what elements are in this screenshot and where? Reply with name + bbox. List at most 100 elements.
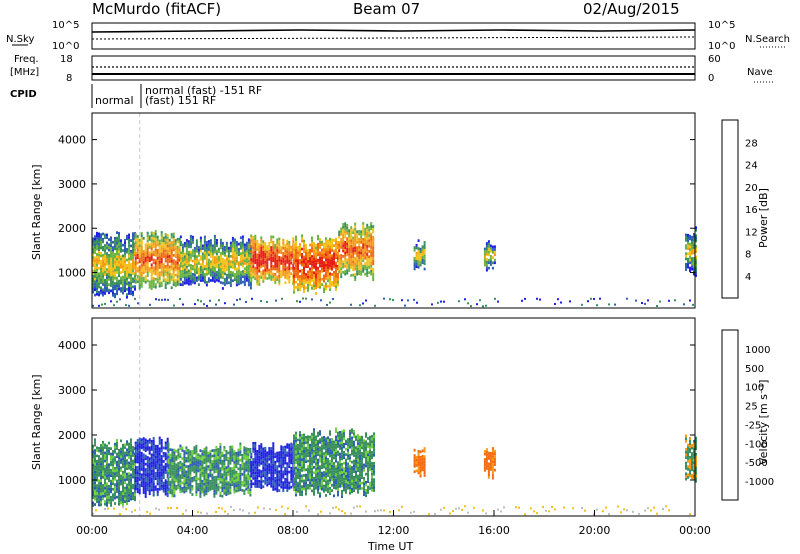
scatter-cell — [134, 457, 137, 461]
scatter-cell — [299, 447, 301, 450]
scatter-cell — [337, 254, 339, 257]
scatter-cell — [243, 467, 246, 471]
scatter-cell — [278, 489, 281, 492]
scatter-cell — [199, 273, 202, 277]
scatter-cell — [130, 265, 132, 269]
scatter-cell — [144, 462, 147, 466]
scatter-cell — [231, 255, 234, 259]
scatter-cell — [181, 251, 184, 255]
scatter-cell — [106, 468, 108, 472]
scatter-cell — [181, 254, 184, 257]
scatter-cell — [356, 235, 359, 239]
scatter-cell — [106, 260, 108, 263]
scatter-cell — [185, 459, 188, 463]
scatter-cell — [241, 264, 244, 268]
scatter-cell — [106, 241, 108, 245]
scatter-cell — [94, 443, 96, 447]
scatter-cell — [345, 461, 347, 464]
scatter-cell — [104, 502, 106, 506]
scatter-cell — [355, 484, 357, 487]
scatter-cell — [152, 266, 155, 270]
scatter-cell — [98, 447, 100, 450]
scatter-cell — [313, 263, 315, 266]
scatter-cell — [162, 265, 165, 269]
scatter-cell — [325, 282, 327, 286]
scatter-cell — [207, 489, 210, 493]
scatter-dot — [494, 297, 496, 300]
scatter-cell — [333, 257, 335, 261]
scatter-cell — [372, 267, 375, 271]
scatter-cell — [247, 472, 250, 475]
scatter-dot — [149, 303, 151, 306]
scatter-cell — [195, 257, 198, 261]
scatter-cell — [104, 252, 106, 255]
scatter-cell — [311, 476, 313, 479]
scatter-cell — [685, 257, 687, 261]
scatter-cell — [305, 487, 307, 490]
scatter-dot — [98, 304, 100, 307]
scatter-cell — [264, 476, 267, 480]
scatter-cell — [106, 498, 108, 502]
scatter-cell — [274, 251, 277, 255]
scatter-cell — [270, 259, 273, 263]
scatter-cell — [301, 485, 303, 488]
scatter-dot — [647, 299, 649, 302]
scatter-cell — [122, 481, 124, 485]
scatter-cell — [354, 222, 357, 226]
scatter-cell — [317, 483, 319, 486]
scatter-cell — [264, 479, 267, 482]
scatter-cell — [317, 250, 319, 254]
scatter-cell — [158, 263, 161, 267]
scatter-cell — [112, 240, 114, 244]
scatter-cell — [132, 497, 134, 501]
scatter-cell — [134, 235, 137, 239]
scatter-cell — [199, 268, 202, 272]
scatter-cell — [231, 483, 234, 486]
scatter-cell — [219, 244, 222, 247]
scatter-cell — [193, 281, 196, 285]
scatter-cell — [301, 458, 303, 461]
scatter-cell — [247, 251, 250, 255]
scatter-cell — [126, 478, 128, 481]
scatter-cell — [140, 253, 143, 256]
scatter-cell — [357, 482, 359, 486]
scatter-cell — [272, 447, 275, 451]
scatter-cell — [94, 272, 96, 276]
scatter-cell — [282, 481, 285, 484]
scatter-cell — [207, 264, 210, 267]
scatter-cell — [100, 465, 102, 469]
scatter-cell — [354, 259, 357, 263]
scatter-cell — [272, 458, 275, 462]
scatter-cell — [353, 475, 355, 479]
scatter-cell — [173, 478, 176, 481]
scatter-cell — [288, 251, 291, 255]
scatter-cell — [307, 451, 309, 455]
scatter-cell — [205, 283, 208, 287]
scatter-cell — [168, 260, 171, 263]
scatter-cell — [156, 251, 159, 255]
scatter-cell — [421, 258, 424, 262]
scatter-cell — [368, 231, 371, 235]
scatter-cell — [176, 269, 179, 273]
scatter-cell — [260, 451, 263, 454]
scatter-cell — [338, 262, 341, 266]
scatter-cell — [339, 455, 341, 458]
scatter-cell — [344, 227, 347, 231]
scatter-cell — [301, 271, 303, 275]
scatter-cell — [221, 249, 224, 253]
scatter-cell — [211, 481, 214, 485]
scatter-cell — [252, 463, 255, 467]
scatter-cell — [162, 452, 165, 455]
scatter-cell — [110, 463, 112, 467]
scatter-cell — [370, 254, 373, 257]
scatter-cell — [272, 461, 275, 464]
scatter-cell — [219, 238, 222, 242]
scatter-cell — [331, 451, 333, 455]
scatter-cell — [102, 492, 104, 495]
scatter-cell — [351, 428, 353, 432]
scatter-cell — [307, 484, 309, 487]
scatter-cell — [92, 269, 94, 273]
scatter-cell — [185, 265, 188, 269]
scatter-cell — [297, 261, 299, 265]
scatter-cell — [213, 264, 216, 267]
